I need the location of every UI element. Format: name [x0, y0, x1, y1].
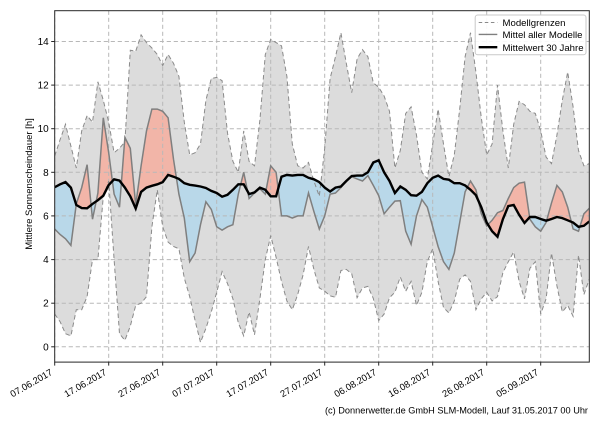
svg-text:Mittlere Sonnenscheindauer [h]: Mittlere Sonnenscheindauer [h] — [24, 118, 35, 250]
svg-text:8: 8 — [43, 168, 49, 179]
svg-text:10: 10 — [38, 124, 50, 135]
svg-text:12: 12 — [38, 81, 50, 92]
svg-text:Modellgrenzen: Modellgrenzen — [503, 18, 566, 29]
svg-text:Mittelwert 30 Jahre: Mittelwert 30 Jahre — [503, 43, 584, 54]
svg-text:(c) Donnerwetter.de GmbH SLM-M: (c) Donnerwetter.de GmbH SLM-Modell, Lau… — [325, 406, 588, 416]
svg-text:14: 14 — [38, 37, 50, 48]
svg-text:6: 6 — [43, 211, 49, 222]
svg-text:4: 4 — [43, 255, 49, 266]
svg-text:Mittel aller Modelle: Mittel aller Modelle — [503, 30, 583, 41]
svg-text:2: 2 — [43, 299, 49, 310]
svg-text:0: 0 — [43, 342, 49, 353]
